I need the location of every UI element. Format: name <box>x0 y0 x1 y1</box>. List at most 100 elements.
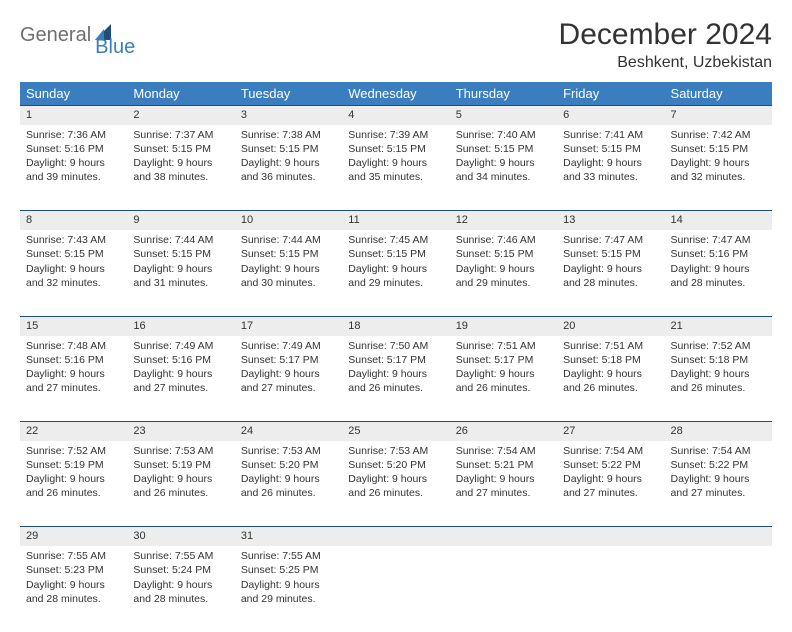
day-header: Monday <box>127 82 234 106</box>
day-cell: Sunrise: 7:47 AMSunset: 5:16 PMDaylight:… <box>665 230 772 316</box>
day-content: Sunrise: 7:37 AMSunset: 5:15 PMDaylight:… <box>127 125 234 191</box>
sunrise-text: Sunrise: 7:54 AM <box>563 444 658 458</box>
day-content: Sunrise: 7:44 AMSunset: 5:15 PMDaylight:… <box>235 230 342 296</box>
sunset-text: Sunset: 5:20 PM <box>348 458 443 472</box>
sunrise-text: Sunrise: 7:43 AM <box>26 233 121 247</box>
sunrise-text: Sunrise: 7:44 AM <box>133 233 228 247</box>
daylight-text: Daylight: 9 hours <box>26 367 121 381</box>
daylight-text: Daylight: 9 hours <box>348 472 443 486</box>
daynum-row: 293031 <box>20 527 772 546</box>
daylight-text: Daylight: 9 hours <box>133 262 228 276</box>
day-content: Sunrise: 7:53 AMSunset: 5:20 PMDaylight:… <box>235 441 342 507</box>
day-header: Wednesday <box>342 82 449 106</box>
daylight-text: and 27 minutes. <box>671 486 766 500</box>
sunrise-text: Sunrise: 7:42 AM <box>671 128 766 142</box>
daylight-text: and 26 minutes. <box>348 486 443 500</box>
sunset-text: Sunset: 5:15 PM <box>133 247 228 261</box>
week-row: Sunrise: 7:48 AMSunset: 5:16 PMDaylight:… <box>20 336 772 422</box>
day-number: 11 <box>348 214 359 226</box>
daylight-text: and 26 minutes. <box>26 486 121 500</box>
day-cell: Sunrise: 7:53 AMSunset: 5:19 PMDaylight:… <box>127 441 234 527</box>
day-number-cell: 15 <box>20 316 127 335</box>
day-content: Sunrise: 7:52 AMSunset: 5:19 PMDaylight:… <box>20 441 127 507</box>
day-number-cell: 8 <box>20 211 127 230</box>
day-number: 30 <box>133 530 145 542</box>
day-number-cell: 22 <box>20 422 127 441</box>
day-header-row: Sunday Monday Tuesday Wednesday Thursday… <box>20 82 772 106</box>
day-number-cell: 30 <box>127 527 234 546</box>
day-cell: Sunrise: 7:49 AMSunset: 5:16 PMDaylight:… <box>127 336 234 422</box>
logo-text-general: General <box>20 24 91 47</box>
day-number-cell: 24 <box>235 422 342 441</box>
day-number-cell: 7 <box>665 106 772 125</box>
daylight-text: and 26 minutes. <box>348 381 443 395</box>
day-number-cell: 20 <box>557 316 664 335</box>
day-number: 2 <box>133 109 139 121</box>
day-cell: Sunrise: 7:44 AMSunset: 5:15 PMDaylight:… <box>127 230 234 316</box>
daylight-text: and 33 minutes. <box>563 170 658 184</box>
sunset-text: Sunset: 5:22 PM <box>563 458 658 472</box>
day-cell: Sunrise: 7:36 AMSunset: 5:16 PMDaylight:… <box>20 125 127 211</box>
sunset-text: Sunset: 5:19 PM <box>133 458 228 472</box>
day-number-cell: 3 <box>235 106 342 125</box>
sunrise-text: Sunrise: 7:47 AM <box>671 233 766 247</box>
day-cell: Sunrise: 7:54 AMSunset: 5:21 PMDaylight:… <box>450 441 557 527</box>
sunrise-text: Sunrise: 7:41 AM <box>563 128 658 142</box>
day-cell: Sunrise: 7:55 AMSunset: 5:24 PMDaylight:… <box>127 546 234 632</box>
day-number-cell: 29 <box>20 527 127 546</box>
daylight-text: Daylight: 9 hours <box>241 156 336 170</box>
daylight-text: Daylight: 9 hours <box>26 262 121 276</box>
day-content: Sunrise: 7:48 AMSunset: 5:16 PMDaylight:… <box>20 336 127 402</box>
day-number: 20 <box>563 320 575 332</box>
day-number-cell: 18 <box>342 316 449 335</box>
daylight-text: and 29 minutes. <box>456 276 551 290</box>
day-cell: Sunrise: 7:55 AMSunset: 5:23 PMDaylight:… <box>20 546 127 632</box>
day-content: Sunrise: 7:44 AMSunset: 5:15 PMDaylight:… <box>127 230 234 296</box>
day-number-cell: 1 <box>20 106 127 125</box>
day-number: 26 <box>456 425 468 437</box>
daylight-text: and 30 minutes. <box>241 276 336 290</box>
day-cell: Sunrise: 7:43 AMSunset: 5:15 PMDaylight:… <box>20 230 127 316</box>
daylight-text: and 32 minutes. <box>26 276 121 290</box>
daylight-text: Daylight: 9 hours <box>563 156 658 170</box>
day-number-cell: 12 <box>450 211 557 230</box>
location-label: Beshkent, Uzbekistan <box>559 54 772 72</box>
day-cell: Sunrise: 7:40 AMSunset: 5:15 PMDaylight:… <box>450 125 557 211</box>
day-number-cell: 27 <box>557 422 664 441</box>
daylight-text: and 36 minutes. <box>241 170 336 184</box>
sunset-text: Sunset: 5:17 PM <box>241 353 336 367</box>
daylight-text: and 32 minutes. <box>671 170 766 184</box>
daylight-text: and 28 minutes. <box>26 592 121 606</box>
sunset-text: Sunset: 5:15 PM <box>456 247 551 261</box>
day-number-cell: 6 <box>557 106 664 125</box>
sunset-text: Sunset: 5:18 PM <box>671 353 766 367</box>
day-content: Sunrise: 7:41 AMSunset: 5:15 PMDaylight:… <box>557 125 664 191</box>
day-header: Sunday <box>20 82 127 106</box>
day-cell: Sunrise: 7:42 AMSunset: 5:15 PMDaylight:… <box>665 125 772 211</box>
day-header: Saturday <box>665 82 772 106</box>
day-cell: Sunrise: 7:45 AMSunset: 5:15 PMDaylight:… <box>342 230 449 316</box>
sunrise-text: Sunrise: 7:53 AM <box>241 444 336 458</box>
day-content: Sunrise: 7:47 AMSunset: 5:16 PMDaylight:… <box>665 230 772 296</box>
daylight-text: and 38 minutes. <box>133 170 228 184</box>
daylight-text: and 27 minutes. <box>563 486 658 500</box>
sunset-text: Sunset: 5:15 PM <box>671 142 766 156</box>
day-number: 6 <box>563 109 569 121</box>
sunset-text: Sunset: 5:16 PM <box>26 142 121 156</box>
day-content: Sunrise: 7:52 AMSunset: 5:18 PMDaylight:… <box>665 336 772 402</box>
day-number: 16 <box>133 320 145 332</box>
daylight-text: Daylight: 9 hours <box>456 367 551 381</box>
daylight-text: Daylight: 9 hours <box>456 262 551 276</box>
day-content: Sunrise: 7:43 AMSunset: 5:15 PMDaylight:… <box>20 230 127 296</box>
sunrise-text: Sunrise: 7:55 AM <box>241 549 336 563</box>
daylight-text: and 27 minutes. <box>133 381 228 395</box>
day-number-cell: 26 <box>450 422 557 441</box>
sunrise-text: Sunrise: 7:46 AM <box>456 233 551 247</box>
daylight-text: and 35 minutes. <box>348 170 443 184</box>
day-number: 12 <box>456 214 468 226</box>
daynum-row: 15161718192021 <box>20 316 772 335</box>
daylight-text: and 27 minutes. <box>26 381 121 395</box>
day-content: Sunrise: 7:36 AMSunset: 5:16 PMDaylight:… <box>20 125 127 191</box>
day-number-cell: 13 <box>557 211 664 230</box>
day-cell: Sunrise: 7:53 AMSunset: 5:20 PMDaylight:… <box>342 441 449 527</box>
